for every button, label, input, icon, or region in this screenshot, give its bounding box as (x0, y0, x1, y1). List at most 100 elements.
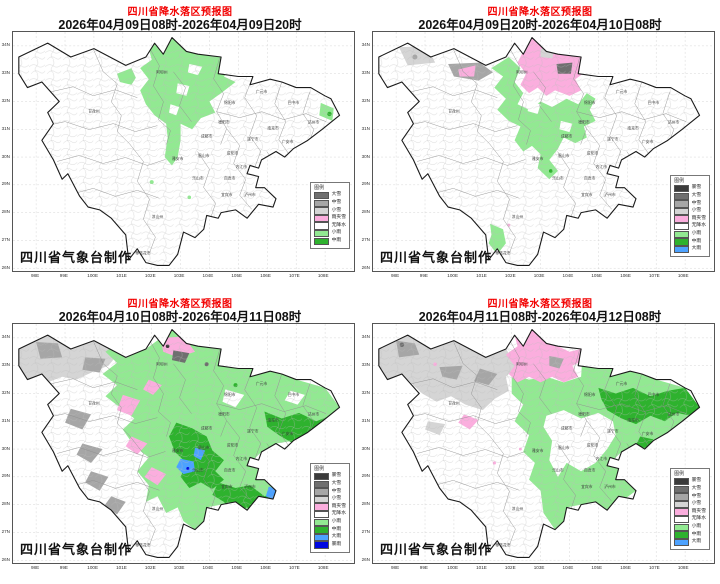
legend-item: 中雨 (314, 526, 346, 534)
producer-watermark: 四川省气象台制作 (380, 542, 493, 557)
legend-label: 中雨 (691, 238, 702, 244)
panel-subtitle: 2026年04月09日20时-2026年04月10日08时 (418, 17, 662, 32)
legend-swatch (314, 199, 330, 208)
legend-swatch (674, 493, 690, 501)
legend-label: 小雪 (691, 501, 702, 507)
city-label: 遂宁市 (607, 428, 619, 433)
precip-regions (18, 329, 340, 558)
legend-label: 大雨 (691, 539, 702, 545)
city-label: 成都市 (201, 426, 213, 431)
city-label: 广元市 (256, 89, 268, 94)
city-label: 成都市 (561, 426, 573, 431)
legend-swatch (314, 511, 330, 519)
x-tick-label: 103E (533, 273, 545, 278)
city-label: 达州市 (668, 412, 680, 417)
panel-title: 四川省降水落区预报图 (127, 299, 233, 310)
x-tick-label: 100E (87, 273, 99, 278)
legend-item: 大雨 (674, 538, 706, 547)
city-label: 乐山市 (192, 175, 204, 180)
precip-regions (378, 329, 700, 558)
legend-label: 小雪 (331, 207, 342, 213)
legend-swatch (314, 518, 330, 527)
precip-regions (18, 37, 340, 266)
x-tick-label: 102E (504, 273, 516, 278)
city-label: 雅安市 (532, 448, 544, 453)
legend-item: 暴雪 (314, 473, 346, 481)
y-tick-label: 29N (361, 473, 370, 479)
legend-label: 中雨 (331, 237, 342, 243)
city-label: 宜宾市 (581, 192, 593, 197)
panel-subtitle: 2026年04月10日08时-2026年04月11日08时 (58, 309, 302, 324)
legend-swatch (674, 478, 690, 486)
legend-swatch (674, 200, 690, 208)
y-tick-label: 33N (361, 69, 370, 75)
x-tick-label: 106E (260, 273, 271, 278)
legend-items: 暴雪 大雪 中雪 小雪 雨夹雪 无降水 小雨 中雨 大雨 暴雨 (314, 473, 346, 549)
legend-item: 小雪 (314, 207, 346, 215)
legend-swatch (674, 185, 690, 193)
map-frame: 甘孜州 阿坝州 绵阳市 广元市 巴中市 达州市 南充市 德阳市 成都市 遂宁市 广安市 资阳市 眉山市雅… (12, 323, 355, 564)
city-label: 南充市 (267, 417, 279, 422)
x-tick-label: 104E (202, 565, 214, 570)
forecast-panel-4: 四川省降水落区预报图 2026年04月11日08时-2026年04月12日08时… (360, 292, 720, 584)
x-tick-label: 107E (649, 565, 660, 570)
legend-label: 中雨 (691, 531, 702, 537)
city-label: 资阳市 (587, 150, 599, 155)
y-tick-label: 32N (361, 97, 370, 103)
city-label: 攀枝花市 (495, 250, 510, 255)
city-label: 眉山市 (558, 153, 570, 158)
legend-swatch (314, 541, 330, 549)
legend-label: 小雨 (331, 230, 342, 236)
city-label: 广元市 (616, 381, 628, 386)
x-tick-label: 102E (144, 273, 156, 278)
legend-item: 中雨 (674, 238, 706, 246)
legend-swatch (674, 516, 690, 524)
map-legend: 图例 暴雪 大雪 中雪 小雪 雨夹雪 无降水 小雨 中雨 大雨 (670, 175, 710, 258)
legend-swatch (314, 207, 330, 215)
city-label: 阿坝州 (516, 70, 528, 75)
legend-swatch (314, 480, 330, 489)
x-tick-label: 104E (562, 273, 574, 278)
legend-swatch (674, 531, 690, 539)
legend-item: 雨夹雪 (314, 214, 346, 223)
city-label: 乐山市 (552, 175, 564, 180)
legend-swatch (674, 215, 690, 223)
city-label: 遂宁市 (247, 136, 259, 141)
forecast-panel-2: 四川省降水落区预报图 2026年04月09日20时-2026年04月10日08时… (360, 0, 720, 292)
region-中雨 (680, 426, 685, 431)
legend-swatch (314, 237, 330, 246)
legend-label: 暴雪 (691, 478, 702, 484)
legend-swatch (314, 495, 330, 504)
x-tick-label: 108E (677, 273, 689, 278)
legend-label: 中雪 (691, 493, 702, 499)
x-tick-label: 103E (173, 565, 185, 570)
x-tick-label: 108E (317, 273, 329, 278)
city-label: 内江市 (596, 456, 608, 461)
city-label: 泸州市 (244, 484, 256, 489)
city-label: 雅安市 (172, 156, 184, 161)
x-tick-label: 102E (504, 565, 516, 570)
x-tick-label: 106E (620, 565, 631, 570)
legend-label: 无降水 (331, 222, 346, 228)
city-label: 绵阳市 (224, 100, 236, 105)
x-tick-label: 101E (116, 273, 127, 278)
y-tick-label: 28N (1, 209, 10, 215)
legend-swatch (314, 222, 330, 230)
x-tick-label: 99E (419, 565, 428, 570)
legend-item: 中雨 (674, 531, 706, 539)
x-tick-label: 98E (30, 565, 40, 570)
y-tick-label: 28N (361, 209, 370, 215)
legend-item: 无降水 (674, 516, 706, 524)
city-label: 广安市 (282, 139, 294, 144)
legend-item: 小雨 (674, 523, 706, 532)
legend-label: 小雨 (331, 518, 342, 524)
city-label: 资阳市 (227, 150, 239, 155)
city-label: 德阳市 (218, 412, 230, 417)
x-tick-label: 105E (231, 273, 243, 278)
legend-item: 小雨 (314, 518, 346, 527)
legend-swatch (314, 526, 330, 534)
legend-swatch (314, 230, 330, 238)
city-label: 宜宾市 (221, 192, 233, 197)
